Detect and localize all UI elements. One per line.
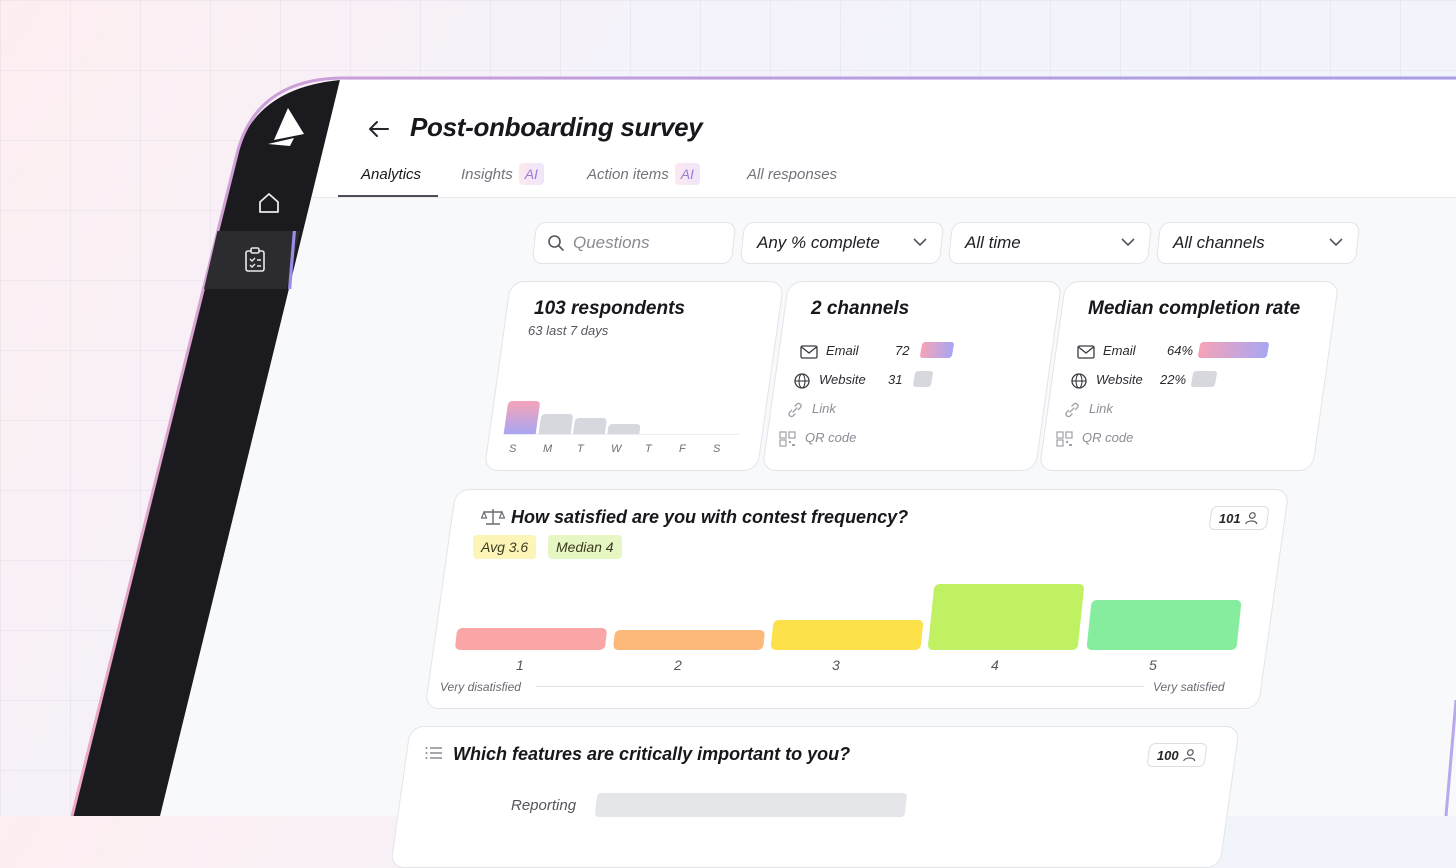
- channels-filter-select[interactable]: All channels: [1155, 222, 1361, 264]
- channel-value: 72: [895, 343, 910, 358]
- globe-icon: [1071, 373, 1087, 389]
- day-label: F: [679, 443, 686, 455]
- rating-bar[interactable]: [1086, 600, 1242, 650]
- rating-bar[interactable]: [612, 630, 766, 650]
- day-label: W: [611, 443, 622, 455]
- tab-all-responses[interactable]: All responses: [747, 166, 838, 183]
- search-icon: [548, 235, 564, 251]
- channel-label: QR code: [805, 430, 857, 445]
- rating-label: 1: [516, 657, 524, 673]
- chevron-down-icon: [913, 238, 927, 247]
- back-arrow-icon[interactable]: [366, 116, 392, 142]
- qr-code-icon: [779, 431, 796, 447]
- user-icon: [1182, 749, 1195, 762]
- clipboard-icon[interactable]: [242, 246, 268, 274]
- page-title: Post-onboarding survey: [410, 112, 703, 142]
- mail-icon: [800, 345, 818, 359]
- list-icon: [425, 747, 442, 759]
- chevron-down-icon: [1121, 238, 1135, 247]
- channel-label: QR code: [1082, 430, 1134, 445]
- median-badge: Median 4: [548, 535, 622, 559]
- tab-action-items[interactable]: Action items AI: [587, 163, 700, 185]
- channel-value: 22%: [1160, 372, 1187, 387]
- day-label: T: [645, 443, 652, 455]
- question-title: How satisfied are you with contest frequ…: [511, 507, 909, 527]
- sidebar-item-surveys[interactable]: [204, 231, 300, 289]
- respondents-title: 103 respondents: [534, 298, 685, 319]
- rating-bar[interactable]: [770, 620, 924, 650]
- rating-label: 3: [832, 657, 840, 673]
- app-logo[interactable]: [266, 106, 306, 148]
- avg-badge: Avg 3.6: [473, 535, 537, 559]
- scale-line: [536, 686, 1144, 687]
- sidebar-active-indicator: [288, 231, 296, 289]
- completion-filter-select[interactable]: Any % complete: [739, 222, 945, 264]
- channel-value: 31: [888, 372, 903, 387]
- mail-icon: [1077, 345, 1095, 359]
- day-label: M: [543, 443, 553, 455]
- channel-label: Link: [1089, 401, 1113, 416]
- completion-title: Median completion rate: [1088, 298, 1301, 319]
- scale-high-label: Very satisfied: [1153, 680, 1225, 694]
- channels-title: 2 channels: [811, 298, 910, 319]
- link-icon: [1065, 402, 1079, 418]
- option-label: Reporting: [511, 797, 577, 814]
- channel-bar: [1197, 342, 1270, 358]
- search-input[interactable]: Questions: [531, 222, 737, 264]
- ai-badge: AI: [518, 163, 544, 185]
- channel-label: Email: [1103, 343, 1136, 358]
- qr-code-icon: [1056, 431, 1073, 447]
- rating-bar[interactable]: [927, 584, 1085, 650]
- day-label: S: [509, 443, 517, 455]
- day-label: T: [577, 443, 584, 455]
- link-icon: [788, 402, 802, 418]
- channel-value: 64%: [1167, 343, 1194, 358]
- channel-label: Link: [812, 401, 836, 416]
- user-icon: [1244, 512, 1257, 525]
- tab-analytics[interactable]: Analytics: [361, 166, 422, 183]
- respondents-subtitle: 63 last 7 days: [528, 323, 609, 338]
- tab-insights[interactable]: Insights AI: [461, 163, 544, 185]
- channel-label: Website: [819, 372, 866, 387]
- scale-icon: [481, 509, 505, 525]
- week-bar: [503, 401, 541, 434]
- channel-bar: [912, 371, 934, 387]
- chevron-down-icon: [1329, 238, 1343, 247]
- active-tab-underline: [338, 195, 438, 197]
- response-count-chip[interactable]: 101: [1208, 506, 1270, 530]
- week-bar: [572, 418, 608, 434]
- option-bar: [594, 793, 908, 817]
- week-baseline: [503, 434, 739, 435]
- day-label: S: [713, 443, 721, 455]
- rating-label: 5: [1149, 657, 1157, 673]
- globe-icon: [794, 373, 810, 389]
- week-bar: [607, 424, 641, 434]
- channel-bar: [919, 342, 955, 358]
- channel-label: Email: [826, 343, 859, 358]
- rating-label: 4: [991, 657, 999, 673]
- response-count-chip[interactable]: 100: [1146, 743, 1208, 767]
- rating-bar[interactable]: [454, 628, 608, 650]
- home-icon[interactable]: [256, 190, 282, 216]
- ai-badge: AI: [674, 163, 700, 185]
- rating-label: 2: [674, 657, 682, 673]
- channel-bar: [1190, 371, 1218, 387]
- scale-low-label: Very disatisfied: [440, 680, 521, 694]
- week-bar: [538, 414, 574, 434]
- time-filter-select[interactable]: All time: [947, 222, 1153, 264]
- question-title: Which features are critically important …: [453, 744, 851, 764]
- channel-label: Website: [1096, 372, 1143, 387]
